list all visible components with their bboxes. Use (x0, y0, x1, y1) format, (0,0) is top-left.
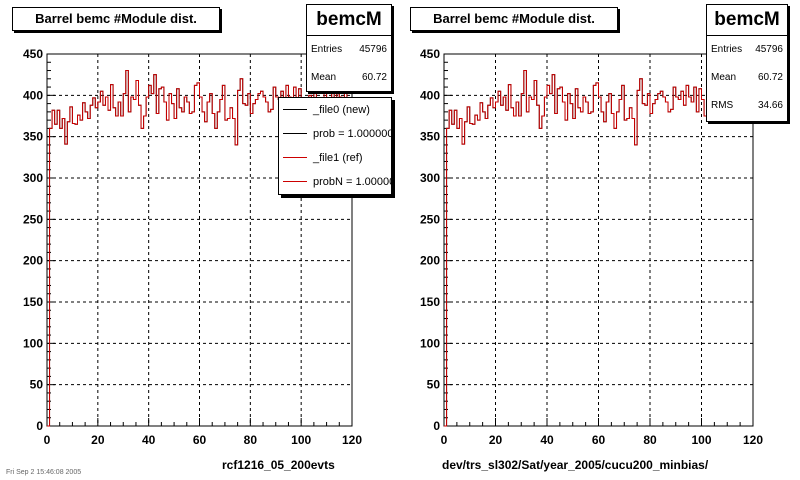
panel-1-stats-box: bemcM Entries 45796 Mean 60.72 (306, 4, 392, 92)
x-tick-label: 120 (743, 433, 763, 447)
legend-line-black (283, 133, 307, 134)
y-tick-label: 200 (23, 254, 43, 268)
legend-entry-file0: _file0 (new) (279, 98, 391, 122)
x-tick-label: 60 (592, 433, 606, 447)
legend-entry-file1: _file1 (ref) (279, 146, 391, 170)
legend-line-red (283, 157, 307, 158)
panel-2-stats-mean-row: Mean 60.72 (707, 64, 787, 92)
y-tick-label: 450 (23, 47, 43, 61)
histogram-panel-2: 0 20 40 60 80 100 120 0 50 100 150 200 250 300 350 400 4… (420, 47, 763, 447)
panel-1-stats-entries-row: Entries 45796 (307, 36, 391, 64)
y-tick-label: 400 (420, 88, 440, 102)
legend-label: probN = 1.000000 (313, 176, 391, 188)
y-tick-label: 200 (420, 254, 440, 268)
timestamp-footer: Fri Sep 2 15:46:08 2005 (6, 469, 82, 476)
y-tick-label: 50 (427, 378, 441, 392)
stats-value: 60.72 (757, 72, 783, 83)
y-tick-label: 0 (36, 419, 43, 433)
stats-label: Entries (311, 44, 343, 55)
y-tick-label: 450 (420, 47, 440, 61)
legend-entry-prob: prob = 1.000000 (279, 122, 391, 146)
panel-2-title: Barrel bemc #Module dist. (410, 7, 618, 31)
y-tick-label: 50 (30, 378, 44, 392)
y-tick-label: 400 (23, 88, 43, 102)
panel-1-title: Barrel bemc #Module dist. (12, 7, 220, 31)
panel-2-stats-rms-row: RMS 34.66 (707, 92, 787, 120)
stats-label: RMS (711, 100, 734, 111)
x-tick-label: 0 (44, 433, 51, 447)
panel-1-stats-mean-row: Mean 60.72 (307, 64, 391, 91)
x-tick-label: 40 (540, 433, 554, 447)
stats-value: 45796 (755, 44, 783, 55)
y-tick-label: 300 (420, 171, 440, 185)
x-tick-label: 40 (142, 433, 156, 447)
y-tick-label: 350 (23, 130, 43, 144)
panel-2-caption: dev/trs_sl302/Sat/year_2005/cucu200_minb… (442, 458, 709, 472)
x-tick-label: 100 (691, 433, 711, 447)
legend-label: _file0 (new) (313, 104, 370, 116)
panel-2-stats-name: bemcM (707, 5, 787, 36)
y-tick-label: 250 (420, 212, 440, 226)
x-tick-label: 20 (489, 433, 503, 447)
y-tick-label: 100 (420, 336, 440, 350)
stats-label: Mean (311, 72, 337, 83)
x-tick-label: 20 (91, 433, 105, 447)
y-tick-label: 250 (23, 212, 43, 226)
stats-label: Entries (711, 44, 743, 55)
stats-value: 60.72 (361, 72, 387, 83)
legend-label: _file1 (ref) (313, 152, 363, 164)
x-tick-label: 120 (342, 433, 362, 447)
y-tick-label: 350 (420, 130, 440, 144)
x-tick-label: 100 (291, 433, 311, 447)
histogram-series-ref (444, 70, 753, 427)
y-tick-label: 0 (433, 419, 440, 433)
y-tick-label: 300 (23, 171, 43, 185)
x-tick-label: 80 (643, 433, 657, 447)
legend-line-red (283, 181, 307, 182)
panel-2-stats-entries-row: Entries 45796 (707, 36, 787, 64)
stats-value: 34.66 (757, 100, 783, 111)
legend-line-black (283, 109, 307, 110)
legend-entry-probn: probN = 1.000000 (279, 170, 391, 194)
histogram-series-ref (47, 70, 352, 427)
panel-2-stats-box: bemcM Entries 45796 Mean 60.72 RMS 34.66 (706, 4, 788, 122)
stats-value: 45796 (359, 44, 387, 55)
y-tick-label: 100 (23, 336, 43, 350)
x-tick-label: 0 (441, 433, 448, 447)
stats-label: Mean (711, 72, 737, 83)
legend-label: prob = 1.000000 (313, 128, 392, 140)
x-tick-label: 60 (193, 433, 207, 447)
y-tick-label: 150 (23, 295, 43, 309)
panel-1-caption: rcf1216_05_200evts (222, 458, 335, 472)
panel-1-stats-name: bemcM (307, 5, 391, 36)
x-tick-label: 80 (244, 433, 258, 447)
y-tick-label: 150 (420, 295, 440, 309)
panel-1-legend: _file0 (new) prob = 1.000000 _file1 (ref… (278, 97, 392, 195)
